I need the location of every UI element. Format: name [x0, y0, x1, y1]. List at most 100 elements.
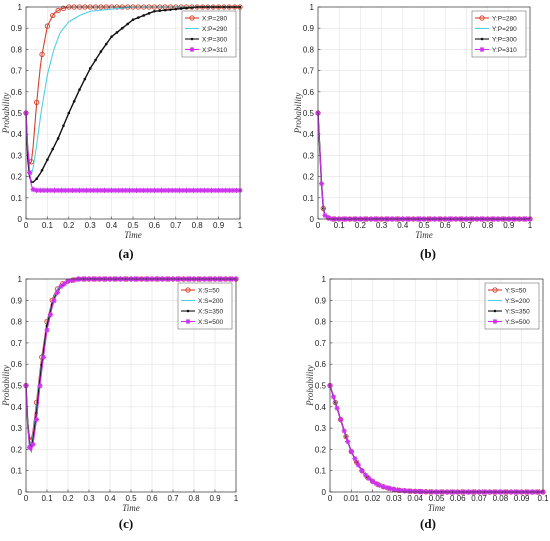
x-tick-label: 0.7 — [461, 221, 473, 230]
x-axis-label: Time — [428, 503, 446, 513]
data-point — [50, 12, 56, 19]
data-point — [83, 77, 87, 81]
y-tick-label: 0.5 — [315, 382, 327, 391]
legend-entry: X:P=300 — [202, 36, 228, 43]
data-point — [44, 23, 51, 29]
y-tick-label: 0 — [18, 215, 23, 224]
data-point — [46, 158, 49, 161]
x-tick-label: 0.5 — [125, 494, 137, 503]
data-point — [47, 312, 54, 318]
data-point — [373, 480, 379, 487]
data-point — [398, 487, 404, 494]
legend-entry: Y:S=500 — [505, 319, 530, 326]
y-tick-label: 0.2 — [11, 173, 23, 182]
data-point — [60, 5, 67, 11]
data-point — [104, 42, 108, 46]
legend-entry: Y:P=280 — [492, 15, 517, 22]
y-tick-label: 0 — [310, 215, 315, 224]
data-point — [51, 298, 57, 304]
data-point — [391, 486, 397, 493]
data-point — [151, 187, 157, 193]
data-point — [162, 187, 168, 193]
x-tick-label: 0.2 — [62, 494, 74, 503]
chart-panel-3: 0 0.1 0.2 0.3 0.4 0.5 0.6 0.7 0.8 0.9 1 0 0.1 0.2 0.3 0… — [1, 275, 239, 531]
legend-swatch-marker — [492, 318, 498, 325]
data-point — [110, 35, 113, 38]
data-point — [26, 444, 33, 450]
data-point — [352, 456, 358, 462]
data-point — [66, 187, 72, 193]
data-point — [158, 9, 162, 13]
data-point — [144, 187, 150, 193]
data-point — [39, 51, 45, 57]
chart-panel-1: 0 0.1 0.2 0.3 0.4 0.5 0.6 0.7 0.8 0.9 1 0 0.1 0.2 0.3 0… — [1, 3, 243, 261]
y-tick-label: 0.7 — [303, 67, 315, 76]
data-point — [59, 187, 65, 193]
y-tick-label: 0.3 — [315, 424, 327, 433]
y-axis-label: Probability — [1, 93, 11, 135]
x-tick-label: 1 — [528, 221, 533, 230]
data-point — [99, 50, 103, 53]
data-point — [190, 6, 194, 9]
x-tick-label: 0.1 — [537, 494, 549, 503]
data-point — [179, 7, 183, 10]
x-tick-label: 0.09 — [514, 494, 530, 503]
data-point — [40, 168, 44, 172]
data-point — [54, 289, 61, 296]
data-point — [30, 186, 36, 193]
y-tick-label: 0.5 — [11, 382, 23, 391]
data-point — [219, 187, 225, 193]
y-tick-label: 1 — [310, 3, 315, 12]
x-tick-label: 1 — [238, 221, 243, 230]
data-point — [123, 187, 129, 193]
x-tick-label: 0.6 — [149, 221, 161, 230]
legend-swatch-marker — [189, 15, 195, 21]
y-tick-label: 0.4 — [315, 403, 327, 412]
data-point — [121, 26, 124, 30]
data-point — [98, 187, 104, 193]
data-point — [91, 187, 97, 193]
data-point — [62, 187, 68, 193]
x-tick-label: 0.2 — [63, 221, 75, 230]
y-tick-label: 0.6 — [11, 88, 23, 97]
data-point — [366, 475, 372, 482]
y-tick-label: 0 — [322, 488, 327, 497]
x-tick-label: 0.9 — [209, 494, 221, 503]
y-tick-label: 1 — [18, 275, 23, 284]
data-point — [109, 187, 115, 193]
data-point — [341, 428, 347, 434]
y-tick-label: 0.9 — [11, 296, 23, 305]
x-tick-label: 0.5 — [418, 221, 430, 230]
x-tick-label: 0.3 — [83, 494, 95, 503]
x-tick-label: 0.06 — [450, 494, 466, 503]
legend-entry: X:S=50 — [198, 287, 220, 294]
panel-caption: (b) — [420, 246, 436, 261]
data-point — [40, 354, 47, 360]
legend-entry: Y:S=350 — [505, 308, 530, 315]
x-tick-label: 0 — [328, 494, 333, 503]
data-point — [84, 187, 90, 193]
y-tick-label: 0.8 — [315, 318, 327, 327]
x-tick-label: 0.4 — [104, 494, 116, 503]
y-tick-label: 0.9 — [315, 296, 327, 305]
data-point — [72, 277, 78, 283]
data-point — [384, 485, 390, 491]
legend-swatch-marker — [189, 46, 195, 53]
data-point — [131, 18, 135, 22]
data-point — [359, 468, 365, 474]
data-point — [55, 187, 61, 193]
data-point — [208, 187, 215, 193]
legend-swatch-marker — [480, 37, 484, 41]
data-point — [362, 472, 369, 478]
data-point — [68, 277, 75, 284]
x-tick-label: 0 — [24, 221, 29, 230]
y-tick-label: 0.3 — [303, 151, 315, 160]
data-point — [58, 283, 64, 290]
x-tick-label: 0 — [316, 221, 321, 230]
y-tick-label: 0 — [18, 488, 23, 497]
data-point — [62, 124, 65, 128]
data-point — [183, 187, 190, 193]
data-point — [101, 187, 108, 193]
x-tick-label: 0.8 — [188, 494, 200, 503]
y-tick-label: 0.1 — [303, 194, 315, 203]
